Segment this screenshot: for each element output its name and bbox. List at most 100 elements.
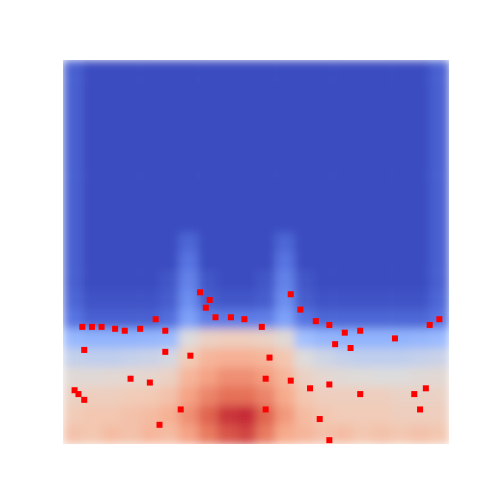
heatmap-cell	[275, 118, 295, 138]
heatmap-cell	[179, 175, 199, 195]
heatmap-cell	[372, 156, 392, 176]
heatmap-cell	[198, 214, 218, 234]
heatmap-cell	[256, 406, 276, 426]
heatmap-cell	[372, 367, 392, 387]
heatmap-cell	[391, 367, 411, 387]
point	[326, 322, 332, 328]
heatmap-cell	[314, 329, 334, 349]
heatmap-cell	[314, 214, 334, 234]
heatmap-cell	[140, 271, 160, 291]
heatmap-cell	[314, 137, 334, 157]
heatmap-cell	[275, 329, 295, 349]
heatmap-cell	[198, 367, 218, 387]
heatmap-cell	[198, 98, 218, 118]
heatmap-cell	[410, 214, 430, 234]
point	[81, 397, 87, 403]
heatmap-cell	[256, 348, 276, 368]
heatmap-cell	[372, 310, 392, 330]
heatmap-cell	[179, 118, 199, 138]
point	[326, 437, 332, 443]
heatmap-cell	[353, 425, 373, 444]
heatmap-cell	[237, 329, 257, 349]
heatmap-cell	[256, 214, 276, 234]
heatmap-cell	[82, 233, 102, 253]
heatmap-cell	[140, 156, 160, 176]
heatmap-cell	[82, 137, 102, 157]
heatmap-cell	[295, 79, 315, 99]
heatmap-cell	[410, 79, 430, 99]
heatmap-cell	[140, 175, 160, 195]
heatmap-cell	[275, 175, 295, 195]
heatmap-cell	[217, 137, 237, 157]
heatmap-cell	[179, 252, 199, 272]
heatmap-cell	[333, 310, 353, 330]
heatmap-cell	[275, 386, 295, 406]
heatmap-cell	[63, 233, 83, 253]
heatmap-cell	[198, 425, 218, 444]
heatmap-cell	[198, 386, 218, 406]
heatmap-cell	[295, 194, 315, 214]
heatmap-cell	[333, 60, 353, 80]
point	[197, 289, 203, 295]
heatmap-cell	[333, 175, 353, 195]
heatmap-cell	[102, 194, 122, 214]
heatmap-cell	[410, 290, 430, 310]
heatmap-cell	[256, 329, 276, 349]
heatmap-cell	[295, 156, 315, 176]
heatmap-cell	[237, 98, 257, 118]
heatmap-cell	[295, 425, 315, 444]
heatmap-cell	[410, 118, 430, 138]
heatmap-cell	[140, 290, 160, 310]
point	[203, 305, 209, 311]
heatmap-cell	[353, 60, 373, 80]
heatmap-cell	[198, 329, 218, 349]
heatmap-cell	[63, 367, 83, 387]
heatmap-cell	[333, 386, 353, 406]
heatmap-cell	[160, 386, 180, 406]
heatmap-cell	[121, 271, 141, 291]
heatmap-cell	[275, 194, 295, 214]
heatmap-cell	[237, 310, 257, 330]
heatmap-cell	[82, 214, 102, 234]
heatmap-cell	[410, 137, 430, 157]
heatmap-cell	[410, 329, 430, 349]
heatmap-cell	[275, 406, 295, 426]
heatmap-cell	[275, 156, 295, 176]
heatmap-cell	[217, 60, 237, 80]
heatmap-cell	[102, 137, 122, 157]
point	[112, 326, 118, 332]
heatmap-cell	[237, 252, 257, 272]
heatmap-cell	[82, 98, 102, 118]
heatmap-cell	[430, 156, 449, 176]
heatmap-cell	[82, 425, 102, 444]
heatmap-cell	[391, 79, 411, 99]
point	[122, 328, 128, 334]
heatmap-cell	[217, 79, 237, 99]
heatmap-cell	[353, 406, 373, 426]
heatmap-cell	[121, 60, 141, 80]
heatmap-cell	[217, 386, 237, 406]
heatmap-cell	[256, 290, 276, 310]
heatmap-cell	[256, 233, 276, 253]
point	[259, 324, 265, 330]
heatmap-cell	[102, 406, 122, 426]
heatmap-cell	[353, 175, 373, 195]
point	[348, 345, 354, 351]
heatmap-cell	[217, 310, 237, 330]
heatmap-cell	[430, 118, 449, 138]
heatmap-cell	[295, 175, 315, 195]
heatmap-cell	[391, 425, 411, 444]
heatmap-cell	[333, 233, 353, 253]
heatmap-cell	[160, 367, 180, 387]
heatmap-cell	[353, 290, 373, 310]
point	[392, 335, 398, 341]
heatmap-cell	[82, 175, 102, 195]
heatmap-cell	[102, 348, 122, 368]
heatmap-cell	[160, 233, 180, 253]
heatmap-cell	[237, 271, 257, 291]
heatmap-cell	[333, 425, 353, 444]
heatmap-cell	[430, 98, 449, 118]
heatmap-cell	[102, 233, 122, 253]
point	[147, 380, 153, 386]
heatmap-cell	[372, 98, 392, 118]
